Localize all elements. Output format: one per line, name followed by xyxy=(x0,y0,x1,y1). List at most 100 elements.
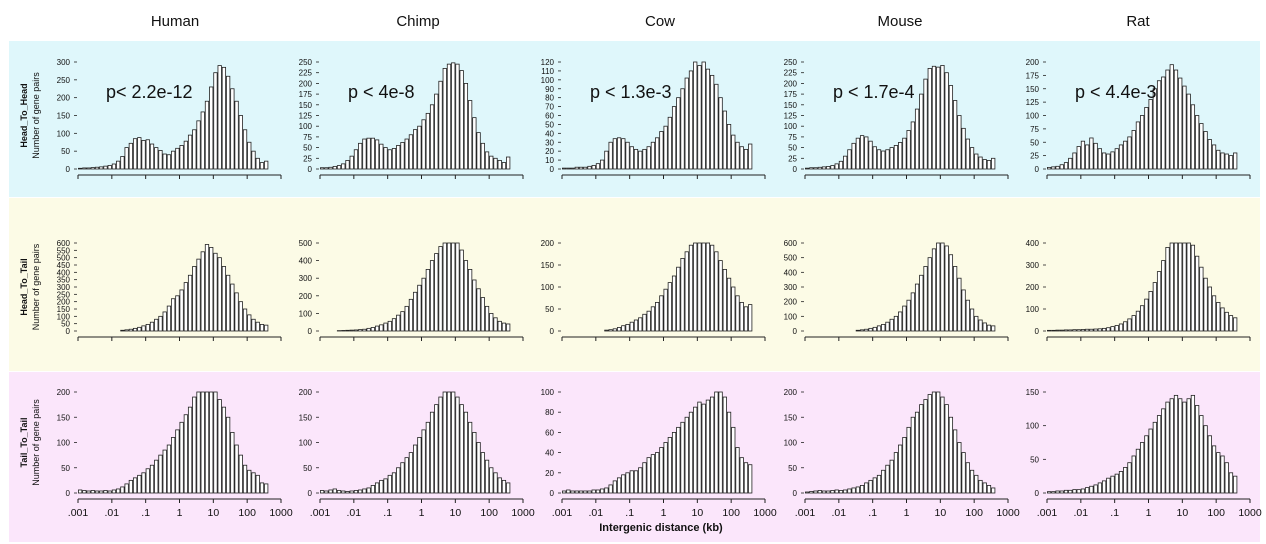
histogram-bar-cow-head-to-tail xyxy=(705,242,711,332)
histogram-bar-human-head-to-head xyxy=(226,75,231,170)
histogram-bar-rat-head-to-tail xyxy=(1140,305,1145,332)
histogram-bar-chimp-tail-to-tail xyxy=(319,490,325,494)
histogram-bar-cow-head-to-head xyxy=(688,70,694,170)
y-tick-label-rat-head-to-head: 175 xyxy=(1026,71,1040,80)
histogram-bar-cow-head-to-head xyxy=(735,141,740,170)
histogram-bar-mouse-head-to-head xyxy=(957,115,962,170)
histogram-bar-human-head-to-head xyxy=(171,150,176,170)
histogram-bar-rat-head-to-head xyxy=(1135,121,1141,170)
histogram-bar-human-head-to-head xyxy=(247,141,252,170)
y-tick-label-cow-head-to-tail: 50 xyxy=(545,305,554,314)
histogram-bar-human-tail-to-tail xyxy=(107,490,112,494)
histogram-bar-chimp-head-to-tail xyxy=(429,260,435,332)
histogram-bar-rat-head-to-head xyxy=(1161,76,1166,170)
histogram-bar-cow-head-to-head xyxy=(659,131,664,170)
histogram-bar-cow-head-to-head xyxy=(671,106,677,170)
histogram-bar-rat-head-to-head xyxy=(1152,88,1157,170)
histogram-bar-mouse-tail-to-tail xyxy=(813,490,818,494)
y-tick-label-cow-tail-to-tail: 100 xyxy=(541,388,555,397)
histogram-bar-human-head-to-head xyxy=(213,72,218,170)
histogram-bar-human-head-to-tail xyxy=(132,327,138,332)
y-tick-label-cow-head-to-head: 120 xyxy=(541,58,555,67)
histogram-bar-cow-tail-to-tail xyxy=(650,454,656,494)
histogram-bar-human-head-to-tail xyxy=(179,289,184,332)
y-tick-label-chimp-tail-to-tail: 200 xyxy=(299,388,313,397)
histogram-bar-mouse-head-to-tail xyxy=(868,327,873,332)
x-tick-label: .1 xyxy=(383,507,392,519)
histogram-bar-chimp-head-to-tail xyxy=(345,329,350,332)
histogram-bar-human-tail-to-tail xyxy=(111,489,117,494)
histogram-bar-chimp-head-to-tail xyxy=(408,298,414,332)
histogram-bar-rat-head-to-tail xyxy=(1059,329,1064,332)
species-title-cow: Cow xyxy=(644,13,676,30)
histogram-bar-human-head-to-tail xyxy=(264,324,269,332)
y-tick-label-chimp-head-to-tail: 500 xyxy=(299,239,313,248)
p-value-annotation-rat-head-to-head: p < 4.4e-3 xyxy=(1075,82,1157,102)
row-label-head-to-tail: Head_To_Tail xyxy=(19,258,29,315)
histogram-bar-mouse-head-to-tail xyxy=(859,329,865,332)
histogram-bar-chimp-head-to-tail xyxy=(387,320,392,332)
histogram-bar-chimp-head-to-head xyxy=(442,68,447,170)
histogram-bar-human-head-to-head xyxy=(141,140,146,170)
y-tick-label-chimp-head-to-tail: 300 xyxy=(299,274,313,283)
y-tick-label-mouse-tail-to-tail: 0 xyxy=(793,489,798,498)
histogram-bar-human-tail-to-tail xyxy=(247,469,252,494)
histogram-bar-human-head-to-tail xyxy=(124,329,129,332)
y-tick-label-rat-head-to-head: 100 xyxy=(1026,112,1040,121)
histogram-bar-cow-tail-to-tail xyxy=(583,490,588,494)
histogram-bar-chimp-tail-to-tail xyxy=(451,391,456,494)
histogram-bar-cow-head-to-head xyxy=(591,165,596,170)
x-tick-label: .001 xyxy=(552,507,573,519)
histogram-bar-rat-head-to-tail xyxy=(1228,315,1234,332)
histogram-bar-cow-head-to-head xyxy=(600,159,605,170)
histogram-bar-human-head-to-tail xyxy=(209,246,214,332)
y-tick-label-human-tail-to-tail: 150 xyxy=(57,413,71,422)
histogram-bar-mouse-tail-to-tail xyxy=(991,487,996,494)
histogram-bar-mouse-head-to-head xyxy=(821,166,827,170)
histogram-bar-human-head-to-head xyxy=(90,167,95,170)
histogram-bar-rat-head-to-tail xyxy=(1148,290,1153,332)
y-tick-label-cow-head-to-head: 40 xyxy=(545,129,554,138)
histogram-bar-mouse-tail-to-tail xyxy=(881,469,886,494)
histogram-bar-mouse-head-to-head xyxy=(940,65,945,170)
histogram-bar-cow-head-to-head xyxy=(701,61,706,170)
y-tick-label-human-tail-to-tail: 200 xyxy=(57,388,71,397)
histogram-bar-mouse-head-to-head xyxy=(881,150,886,170)
histogram-bar-mouse-tail-to-tail xyxy=(847,488,852,494)
x-tick-label: 100 xyxy=(722,507,740,519)
histogram-bar-chimp-tail-to-tail xyxy=(429,411,435,494)
y-tick-label-rat-head-to-head: 200 xyxy=(1026,58,1040,67)
histogram-bar-human-head-to-head xyxy=(149,143,155,170)
histogram-bar-cow-head-to-head xyxy=(562,167,567,170)
histogram-bar-mouse-head-to-tail xyxy=(936,242,941,332)
histogram-bar-rat-tail-to-tail xyxy=(1047,491,1052,494)
histogram-bar-mouse-head-to-head xyxy=(830,165,835,170)
histogram-bar-mouse-head-to-head xyxy=(936,66,941,170)
histogram-bar-chimp-head-to-tail xyxy=(396,314,401,332)
histogram-bar-chimp-head-to-tail xyxy=(455,242,460,332)
histogram-bar-chimp-head-to-head xyxy=(425,112,430,170)
histogram-bar-cow-head-to-head xyxy=(714,83,719,170)
histogram-bar-human-head-to-head xyxy=(162,153,167,170)
histogram-bar-mouse-head-to-head xyxy=(868,140,873,170)
histogram-bar-mouse-head-to-head xyxy=(889,147,894,170)
histogram-bar-chimp-head-to-tail xyxy=(501,322,507,332)
histogram-bar-chimp-head-to-tail xyxy=(442,242,447,332)
histogram-bar-mouse-tail-to-tail xyxy=(961,452,966,494)
histogram-bar-chimp-tail-to-tail xyxy=(434,404,439,494)
histogram-bar-mouse-tail-to-tail xyxy=(936,391,941,494)
histogram-bar-cow-head-to-head xyxy=(680,88,685,170)
y-tick-label-human-head-to-head: 150 xyxy=(57,112,71,121)
histogram-bar-mouse-head-to-head xyxy=(893,145,899,170)
histogram-bar-human-head-to-head xyxy=(255,157,260,170)
histogram-bar-cow-tail-to-tail xyxy=(671,431,677,494)
histogram-bar-human-head-to-head xyxy=(264,160,269,170)
histogram-bar-chimp-head-to-head xyxy=(396,145,401,170)
histogram-bar-chimp-head-to-head xyxy=(417,125,422,170)
histogram-bar-human-head-to-tail xyxy=(158,315,163,332)
histogram-bar-chimp-tail-to-tail xyxy=(484,459,490,494)
histogram-bar-mouse-tail-to-tail xyxy=(830,490,835,494)
histogram-bar-cow-head-to-tail xyxy=(680,257,685,332)
histogram-bar-cow-head-to-tail xyxy=(714,251,719,332)
histogram-bar-cow-head-to-head xyxy=(726,124,732,170)
